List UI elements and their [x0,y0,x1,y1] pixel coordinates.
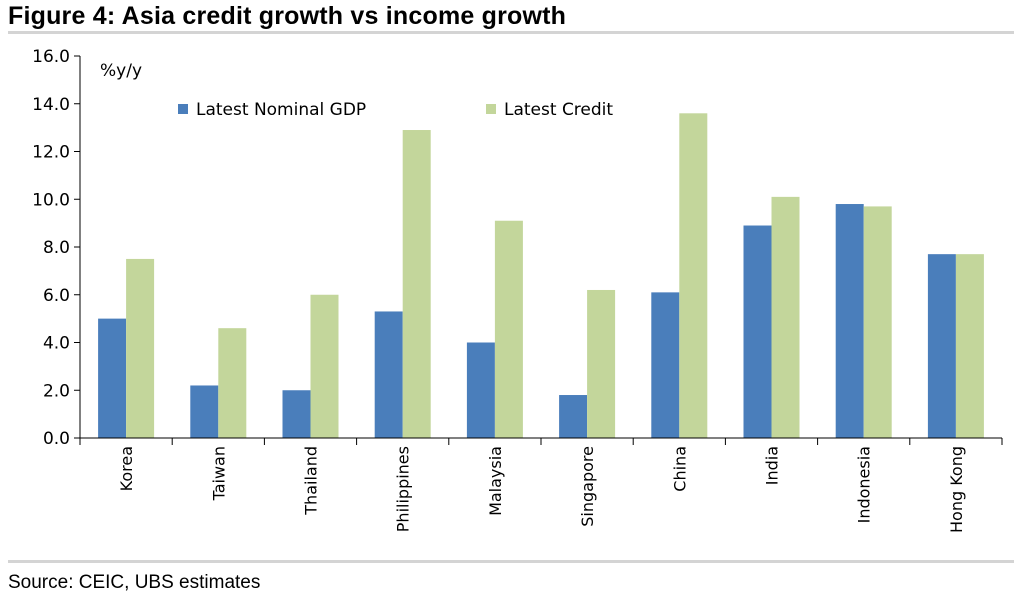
y-tick-label: 2.0 [43,381,70,401]
y-tick-label: 8.0 [43,238,70,258]
bar-credit [863,206,892,438]
bar-credit [310,294,339,438]
legend-label: Latest Nominal GDP [196,100,366,120]
bar-credit [494,220,523,438]
bar-gdp [559,395,588,438]
title-divider [8,31,1014,34]
source-note: Source: CEIC, UBS estimates [8,572,261,593]
x-tick-label: Singapore [578,446,597,527]
x-tick-label: Malaysia [486,446,505,516]
x-tick-label: China [670,446,689,492]
figure-title: Figure 4: Asia credit growth vs income g… [8,2,567,30]
y-tick-label: 4.0 [43,334,70,354]
bar-gdp [743,225,772,438]
bar-gdp [651,292,680,438]
y-tick-label: 0.0 [43,429,70,449]
y-tick-label: 14.0 [32,95,70,115]
y-axis: 0.0 2.0 4.0 6.0 8.0 10.0 12.0 14.0 16.0 [32,47,81,449]
y-tick-label: 16.0 [32,47,70,67]
x-tick-label: India [763,446,782,485]
y-unit-label: %y/y [100,61,142,81]
bar-credit [218,328,247,438]
x-tick-label: Hong Kong [947,446,966,533]
x-tick-label: Philippines [394,446,413,532]
bar-gdp [190,385,219,438]
bar-gdp [835,204,864,438]
legend-swatch [486,104,496,114]
legend: Latest Nominal GDP Latest Credit [178,100,613,120]
bar-credit [679,113,708,439]
legend-label: Latest Credit [504,100,613,120]
bar-gdp [282,390,311,438]
bar-gdp [927,254,956,438]
bar-credit [126,258,155,438]
bar-gdp [466,342,495,438]
bar-gdp [98,318,127,438]
legend-swatch [178,104,188,114]
bar-gdp [374,311,403,438]
y-tick-label: 6.0 [43,286,70,306]
source-divider [8,560,1014,563]
x-tick-label: Indonesia [855,446,874,523]
x-tick-label: Korea [117,446,136,491]
bar-chart: 0.0 2.0 4.0 6.0 8.0 10.0 12.0 14.0 16.0 Korea Tai… [32,47,1003,533]
bars [98,113,984,439]
bar-credit [771,196,800,438]
x-tick-label: Thailand [302,446,321,516]
bar-credit [587,289,616,438]
y-tick-label: 10.0 [32,190,70,210]
x-axis: Korea Taiwan Thailand Philippines Malaysia Si… [79,437,1003,533]
y-tick-label: 12.0 [32,143,70,163]
bar-credit [955,254,984,438]
bar-credit [402,130,431,438]
x-tick-label: Taiwan [209,446,228,501]
